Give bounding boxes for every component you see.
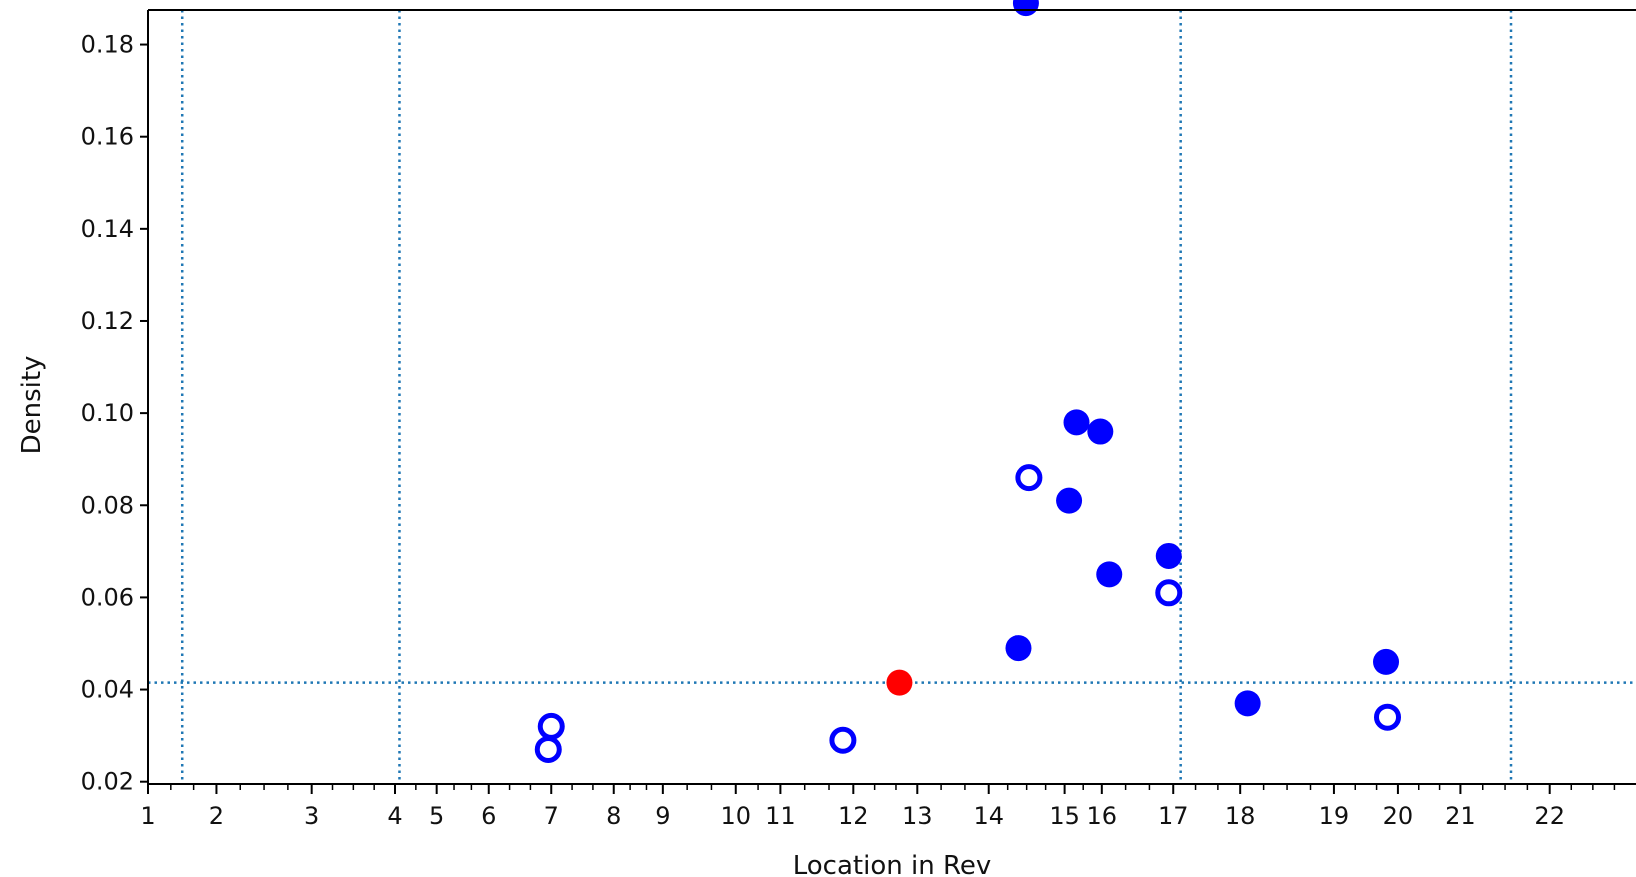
y-axis-label: Density — [17, 356, 47, 455]
x-tick-label: 22 — [1534, 802, 1565, 830]
x-tick-label: 16 — [1087, 802, 1118, 830]
y-tick-label: 0.10 — [81, 399, 134, 427]
y-tick-label: 0.18 — [81, 31, 134, 59]
x-tick-label: 11 — [765, 802, 796, 830]
x-tick-label: 13 — [902, 802, 933, 830]
highlighted-point — [886, 669, 913, 696]
filled-marker-point — [1155, 542, 1182, 569]
open-marker-point — [1374, 703, 1402, 731]
open-marker-point — [1155, 579, 1183, 607]
x-tick-label: 18 — [1225, 802, 1256, 830]
y-tick-label: 0.16 — [81, 123, 134, 151]
filled-marker-point — [1056, 487, 1083, 514]
data-points — [534, 0, 1402, 763]
x-tick-label: 14 — [973, 802, 1004, 830]
x-tick-label: 15 — [1049, 802, 1080, 830]
x-tick-label: 10 — [720, 802, 751, 830]
axes — [147, 9, 1636, 785]
x-tick-label: 3 — [304, 802, 319, 830]
x-tick-label: 19 — [1319, 802, 1350, 830]
filled-marker-point — [1087, 418, 1114, 445]
x-axis-label: Location in Rev — [793, 851, 991, 877]
y-tick-label: 0.14 — [81, 215, 134, 243]
filled-marker-point — [1063, 409, 1090, 436]
x-tick-label: 9 — [655, 802, 670, 830]
open-marker-point — [1015, 464, 1043, 492]
x-tick-label: 17 — [1158, 802, 1189, 830]
filled-marker-point — [1012, 0, 1039, 17]
open-marker-point — [534, 735, 562, 763]
x-tick-label: 20 — [1383, 802, 1414, 830]
open-marker-point — [537, 712, 565, 740]
y-tick-label: 0.08 — [81, 491, 134, 519]
reference-lines — [148, 10, 1636, 784]
x-tick-label: 12 — [838, 802, 869, 830]
x-tick-label: 4 — [387, 802, 402, 830]
y-tick-label: 0.06 — [81, 583, 134, 611]
x-tick-label: 7 — [544, 802, 559, 830]
x-tick-label: 1 — [140, 802, 155, 830]
x-tick-label: 21 — [1445, 802, 1476, 830]
x-tick-label: 6 — [481, 802, 496, 830]
filled-marker-point — [1373, 648, 1400, 675]
filled-marker-point — [1096, 561, 1123, 588]
filled-marker-point — [1234, 690, 1261, 717]
y-tick-label: 0.04 — [81, 676, 134, 704]
open-marker-point — [829, 726, 857, 754]
ticks: 0.020.040.060.080.100.120.140.160.181 2 3 4… — [81, 31, 1616, 830]
x-tick-label: 5 — [429, 802, 444, 830]
y-tick-label: 0.12 — [81, 307, 134, 335]
x-tick-label: 8 — [606, 802, 621, 830]
x-tick-label: 2 — [209, 802, 224, 830]
y-tick-label: 0.02 — [81, 768, 134, 796]
filled-marker-point — [1005, 635, 1032, 662]
